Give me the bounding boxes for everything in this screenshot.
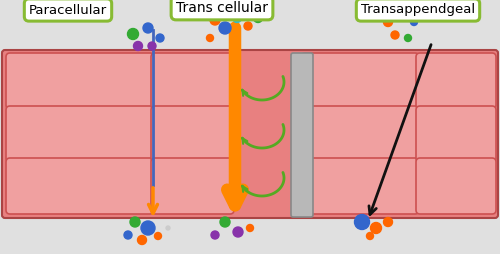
Circle shape [410,19,418,25]
FancyBboxPatch shape [2,50,498,218]
FancyBboxPatch shape [416,158,496,214]
Circle shape [254,13,262,23]
Circle shape [211,231,219,239]
FancyBboxPatch shape [291,53,313,217]
Circle shape [210,15,220,25]
Circle shape [366,232,374,240]
Circle shape [354,214,370,230]
Circle shape [384,18,392,26]
FancyBboxPatch shape [416,106,496,162]
Circle shape [391,31,399,39]
FancyBboxPatch shape [301,106,419,162]
Circle shape [232,13,241,23]
FancyBboxPatch shape [151,106,234,162]
Circle shape [246,225,254,231]
FancyBboxPatch shape [301,158,419,214]
Circle shape [124,231,132,239]
FancyBboxPatch shape [151,53,234,109]
Circle shape [148,42,156,50]
Circle shape [244,22,252,30]
Circle shape [206,35,214,41]
Circle shape [220,217,230,227]
Circle shape [134,41,142,51]
Circle shape [166,226,170,230]
Circle shape [143,23,153,33]
FancyBboxPatch shape [416,53,496,109]
Text: Paracellular: Paracellular [29,4,107,17]
Circle shape [128,28,138,40]
FancyBboxPatch shape [6,158,154,214]
FancyBboxPatch shape [301,53,419,109]
FancyBboxPatch shape [151,158,234,214]
Circle shape [219,22,231,34]
FancyBboxPatch shape [6,53,154,109]
Circle shape [141,221,155,235]
Circle shape [384,217,392,227]
Circle shape [156,34,164,42]
Circle shape [130,217,140,227]
Text: Transappendgeal: Transappendgeal [361,4,475,17]
Circle shape [370,223,382,233]
Circle shape [404,35,411,41]
FancyBboxPatch shape [6,106,154,162]
Text: Trans cellular: Trans cellular [176,1,268,15]
Circle shape [154,232,162,240]
Circle shape [138,235,146,245]
Circle shape [233,227,243,237]
Circle shape [394,9,406,21]
